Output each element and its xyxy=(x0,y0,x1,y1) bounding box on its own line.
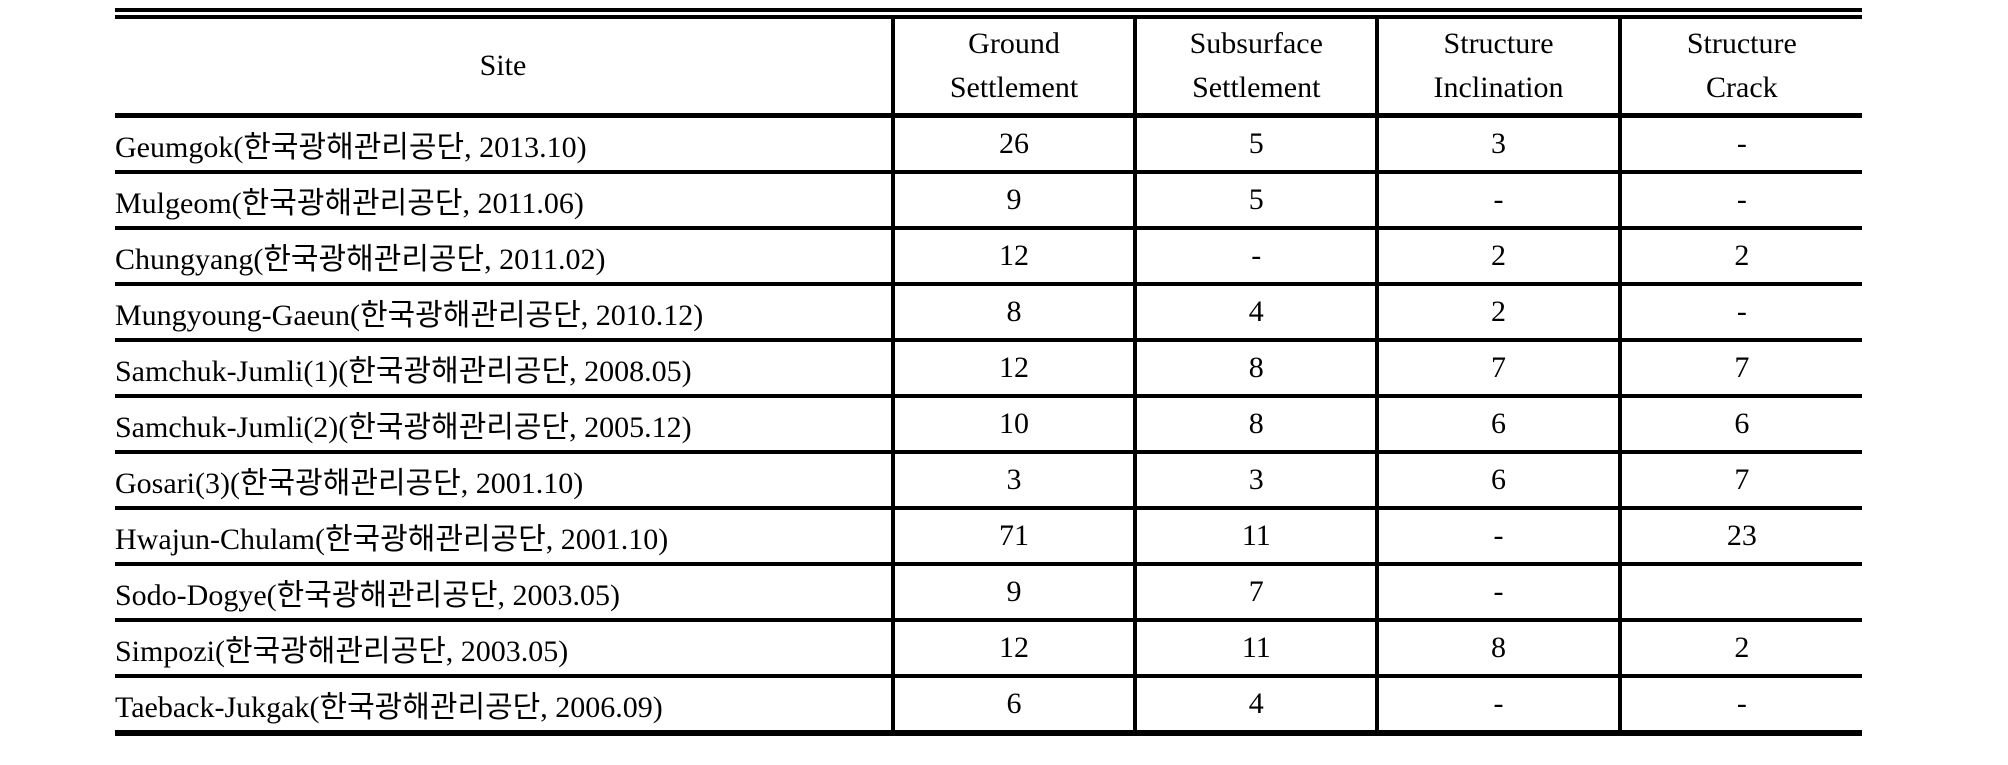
table-header: Site Ground Settlement Subsurface Settle… xyxy=(115,13,1862,118)
table-row: Mungyoung-Gaeun(한국광해관리공단, 2010.12) 8 4 2… xyxy=(115,284,1862,342)
value-cell: 11 xyxy=(1133,508,1378,566)
value-cell: 7 xyxy=(1617,340,1862,398)
value-cell: 8 xyxy=(1133,396,1378,454)
value-cell: 12 xyxy=(890,228,1136,286)
value-cell: 26 xyxy=(890,115,1136,174)
value-cell: 3 xyxy=(890,452,1136,510)
value-cell: 2 xyxy=(1375,228,1620,286)
col-header-structure-crack: Structure Crack xyxy=(1617,13,1862,118)
table-row: Hwajun-Chulam(한국광해관리공단, 2001.10) 71 11 -… xyxy=(115,508,1862,566)
col-header-ground-settlement: Ground Settlement xyxy=(890,13,1136,118)
site-cell: Chungyang(한국광해관리공단, 2011.02) xyxy=(115,228,893,286)
table-row: Samchuk-Jumli(2)(한국광해관리공단, 2005.12) 10 8… xyxy=(115,396,1862,454)
col-header-subsurface-settlement: Subsurface Settlement xyxy=(1133,13,1378,118)
value-cell: - xyxy=(1617,115,1862,174)
value-cell: 4 xyxy=(1133,676,1378,736)
site-cell: Samchuk-Jumli(2)(한국광해관리공단, 2005.12) xyxy=(115,396,893,454)
value-cell: 9 xyxy=(890,172,1136,230)
value-cell: 8 xyxy=(1133,340,1378,398)
col-header-site-label: Site xyxy=(479,49,527,82)
value-cell: 2 xyxy=(1617,620,1862,678)
value-cell: 6 xyxy=(890,676,1136,736)
value-cell: 4 xyxy=(1133,284,1378,342)
header-row: Site Ground Settlement Subsurface Settle… xyxy=(115,13,1862,118)
value-cell: 6 xyxy=(1375,452,1620,510)
table-row: Gosari(3)(한국광해관리공단, 2001.10) 3 3 6 7 xyxy=(115,452,1862,510)
value-cell: 6 xyxy=(1375,396,1620,454)
value-cell: 10 xyxy=(890,396,1136,454)
site-cell: Hwajun-Chulam(한국광해관리공단, 2001.10) xyxy=(115,508,893,566)
table-row: Simpozi(한국광해관리공단, 2003.05) 12 11 8 2 xyxy=(115,620,1862,678)
value-cell: 3 xyxy=(1133,452,1378,510)
value-cell: 23 xyxy=(1617,508,1862,566)
col-header-structure-inclination: Structure Inclination xyxy=(1375,13,1620,118)
site-cell: Samchuk-Jumli(1)(한국광해관리공단, 2008.05) xyxy=(115,340,893,398)
site-cell: Mungyoung-Gaeun(한국광해관리공단, 2010.12) xyxy=(115,284,893,342)
value-cell: 3 xyxy=(1375,115,1620,174)
value-cell: - xyxy=(1617,172,1862,230)
value-cell: - xyxy=(1375,172,1620,230)
site-cell: Gosari(3)(한국광해관리공단, 2001.10) xyxy=(115,452,893,510)
value-cell: 5 xyxy=(1133,172,1378,230)
value-cell: 12 xyxy=(890,340,1136,398)
value-cell: 7 xyxy=(1617,452,1862,510)
value-cell: 2 xyxy=(1617,228,1862,286)
value-cell: 6 xyxy=(1617,396,1862,454)
value-cell: - xyxy=(1617,676,1862,736)
value-cell: 71 xyxy=(890,508,1136,566)
value-cell: 2 xyxy=(1375,284,1620,342)
table-row: Mulgeom(한국광해관리공단, 2011.06) 9 5 - - xyxy=(115,172,1862,230)
value-cell: - xyxy=(1375,508,1620,566)
site-cell: Simpozi(한국광해관리공단, 2003.05) xyxy=(115,620,893,678)
monitoring-table: Site Ground Settlement Subsurface Settle… xyxy=(115,8,1862,736)
site-cell: Sodo-Dogye(한국광해관리공단, 2003.05) xyxy=(115,564,893,622)
value-cell: - xyxy=(1375,676,1620,736)
value-cell: 7 xyxy=(1375,340,1620,398)
value-cell: 11 xyxy=(1133,620,1378,678)
table-row: Taeback-Jukgak(한국광해관리공단, 2006.09) 6 4 - … xyxy=(115,676,1862,736)
table-row: Geumgok(한국광해관리공단, 2013.10) 26 5 3 - xyxy=(115,115,1862,174)
value-cell: - xyxy=(1617,284,1862,342)
value-cell: 5 xyxy=(1133,115,1378,174)
value-cell: 8 xyxy=(1375,620,1620,678)
value-cell: 9 xyxy=(890,564,1136,622)
table-row: Samchuk-Jumli(1)(한국광해관리공단, 2008.05) 12 8… xyxy=(115,340,1862,398)
table-row: Chungyang(한국광해관리공단, 2011.02) 12 - 2 2 xyxy=(115,228,1862,286)
table-body: Geumgok(한국광해관리공단, 2013.10) 26 5 3 - Mulg… xyxy=(115,115,1862,736)
value-cell: 7 xyxy=(1133,564,1378,622)
value-cell: 8 xyxy=(890,284,1136,342)
site-cell: Geumgok(한국광해관리공단, 2013.10) xyxy=(115,115,893,174)
site-cell: Mulgeom(한국광해관리공단, 2011.06) xyxy=(115,172,893,230)
value-cell xyxy=(1617,564,1862,622)
value-cell: - xyxy=(1133,228,1378,286)
value-cell: 12 xyxy=(890,620,1136,678)
value-cell: - xyxy=(1375,564,1620,622)
site-cell: Taeback-Jukgak(한국광해관리공단, 2006.09) xyxy=(115,676,893,736)
table-row: Sodo-Dogye(한국광해관리공단, 2003.05) 9 7 - xyxy=(115,564,1862,622)
col-header-site: Site xyxy=(115,13,893,118)
